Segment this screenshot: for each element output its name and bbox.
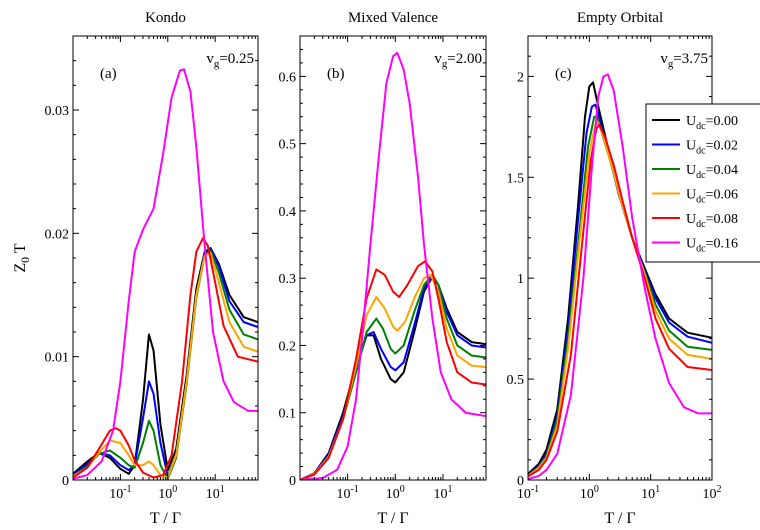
y-tick-label: 0.3 (279, 272, 297, 287)
y-tick-label: 0.2 (279, 339, 297, 354)
panel-label: (a) (100, 66, 117, 82)
legend-entry: Udc=0.06 (686, 188, 738, 206)
series-group (73, 68, 258, 480)
series-line-u-dc-0-08 (73, 237, 258, 479)
y-tick-label: 0.5 (507, 373, 525, 388)
x-axis-label: T / Γ (604, 510, 635, 527)
x-tick-label: 10-1 (336, 484, 358, 502)
y-axis-label: Z0 T (12, 243, 32, 272)
series-line-u-dc-0-00 (528, 81, 712, 475)
x-tick-label: 10-1 (517, 484, 539, 502)
legend-entry: Udc=0.16 (686, 237, 738, 255)
series-group (528, 73, 712, 480)
x-tick-label: 101 (206, 484, 225, 502)
legend-entry: Udc=0.00 (686, 114, 738, 132)
panel-title: Kondo (145, 10, 186, 26)
series-line-u-dc-0-08 (528, 123, 712, 478)
x-tick-label: 100 (580, 484, 599, 502)
x-tick-label: 101 (433, 484, 452, 502)
legend: Udc=0.00 Udc=0.02 Udc=0.04 Udc=0.06 Udc=0.08… (645, 103, 760, 263)
gate-voltage-annotation: vg=3.75 (660, 51, 708, 70)
y-tick-label: 2 (517, 70, 524, 85)
x-axis-label: T / Γ (150, 510, 181, 527)
y-axis-label-text: Z0 T (12, 243, 32, 272)
x-tick-label: 102 (703, 484, 722, 502)
y-tick-label: 1 (517, 272, 524, 287)
y-tick-label: 0 (62, 474, 69, 489)
legend-entry: Udc=0.04 (686, 163, 738, 181)
series-line-u-dc-0-04 (73, 249, 258, 480)
legend-entry: Udc=0.02 (686, 139, 738, 157)
y-tick-label: 0 (517, 474, 524, 489)
x-axis-label: T / Γ (377, 510, 408, 527)
x-tick-label: 10-1 (109, 484, 131, 502)
y-tick-label: 0.03 (45, 104, 70, 119)
panel-title: Empty Orbital (577, 10, 663, 26)
y-tick-label: 0.4 (279, 205, 297, 220)
panel-3: 10-1 100 101 102 0 0.5 1 1.5 2 Empty Orbital (c) vg… (507, 10, 722, 527)
series-line-u-dc-0-16 (73, 68, 258, 480)
panel-title: Mixed Valence (348, 10, 438, 26)
gate-voltage-annotation: vg=0.25 (206, 51, 254, 70)
y-tick-label: 1.5 (507, 171, 525, 186)
panel-2: 10-1 100 101 0 0.1 0.2 0.3 0.4 0.5 0.6 Mixed Valen… (279, 10, 487, 527)
series-line-u-dc-0-16 (528, 73, 712, 480)
y-tick-label: 0.02 (45, 227, 70, 242)
legend-entry: Udc=0.08 (686, 212, 738, 230)
x-tick-label: 100 (158, 484, 177, 502)
gate-voltage-annotation: vg=2.00 (434, 51, 482, 70)
series-line-u-dc-0-02 (73, 247, 258, 478)
x-tick-label: 100 (386, 484, 405, 502)
panel-label: (c) (555, 66, 572, 82)
series-line-u-dc-0-08 (300, 260, 486, 480)
series-line-u-dc-0-16 (300, 51, 486, 480)
y-tick-label: 0.01 (45, 351, 70, 366)
y-tick-label: 0.1 (279, 407, 297, 422)
y-tick-label: 0 (289, 474, 296, 489)
y-tick-label: 0.6 (279, 70, 297, 85)
y-tick-label: 0.5 (279, 138, 297, 153)
panel-1: 10-1 100 101 0 0.01 0.02 0.03 Kondo (a) vg=0.25 T … (45, 10, 259, 527)
panel-label: (b) (327, 66, 345, 82)
x-tick-label: 101 (641, 484, 660, 502)
legend-box (645, 103, 760, 263)
series-group (300, 51, 486, 480)
